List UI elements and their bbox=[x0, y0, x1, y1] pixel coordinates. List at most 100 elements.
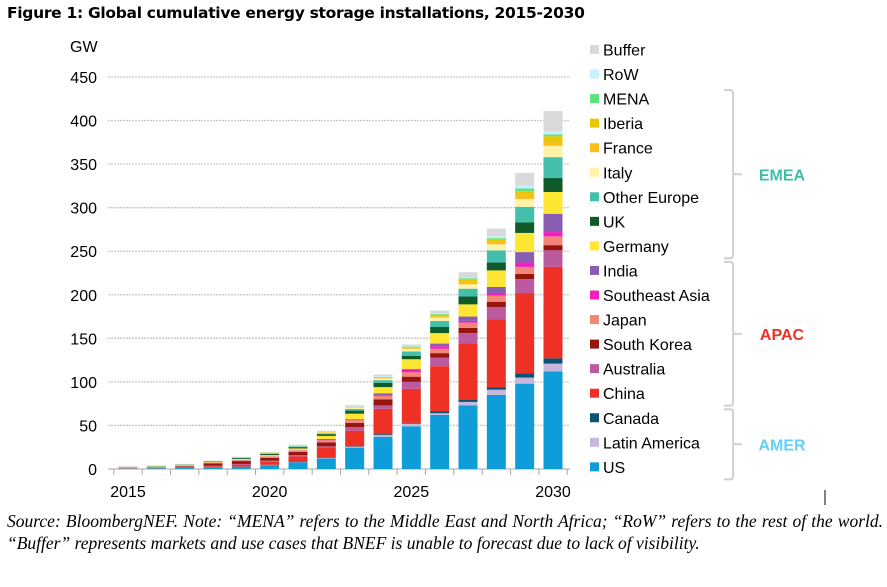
bar-segment-south-korea-2029 bbox=[515, 273, 535, 280]
bar-segment-india-2027 bbox=[458, 316, 478, 321]
y-tick-label: 250 bbox=[70, 244, 97, 261]
y-tick-label: 0 bbox=[88, 462, 97, 479]
legend-group-label: APAC bbox=[760, 327, 805, 344]
bar-segment-iberia-2027 bbox=[458, 279, 478, 282]
bar-segment-china-2023 bbox=[345, 430, 365, 447]
bar-segment-iberia-2029 bbox=[515, 191, 535, 195]
bar-segment-southeast-asia-2029 bbox=[515, 262, 535, 267]
bar-segment-other-europe-2030 bbox=[543, 157, 563, 179]
legend-group-label: AMER bbox=[758, 437, 806, 454]
legend-swatch bbox=[590, 462, 599, 472]
bar-segment-france-2029 bbox=[515, 194, 535, 199]
bar-segment-china-2029 bbox=[515, 293, 535, 374]
bar-segment-buffer-2022 bbox=[316, 430, 336, 432]
bar-segment-italy-2025 bbox=[401, 348, 421, 352]
y-tick-label: 300 bbox=[70, 201, 97, 218]
legend-group-label: EMEA bbox=[759, 167, 806, 184]
bar-segment-us-2019 bbox=[231, 466, 251, 469]
bar-segment-italy-2029 bbox=[515, 198, 535, 207]
bar-segment-latin-america-2026 bbox=[430, 413, 450, 415]
bar-segment-southeast-asia-2025 bbox=[401, 369, 421, 373]
bar-segment-iberia-2026 bbox=[430, 314, 450, 316]
bar-segment-china-2026 bbox=[430, 366, 450, 412]
bar-segment-uk-2026 bbox=[430, 327, 450, 334]
bar-segment-us-2020 bbox=[260, 465, 280, 469]
bar-segment-france-2026 bbox=[430, 315, 450, 318]
source-note: Source: BloombergNEF. Note: “MENA” refer… bbox=[7, 511, 883, 553]
legend-swatch bbox=[590, 388, 599, 398]
bar-segment-australia-2030 bbox=[543, 250, 563, 267]
legend-label: France bbox=[603, 141, 653, 158]
bar-segment-south-korea-2025 bbox=[401, 376, 421, 382]
bar-segment-india-2025 bbox=[401, 368, 421, 370]
bar-segment-japan-2020 bbox=[260, 456, 280, 458]
legend-swatch bbox=[590, 290, 599, 300]
bar-segment-row-2027 bbox=[458, 277, 478, 279]
bar-segment-us-2017 bbox=[175, 468, 195, 469]
bar-segment-latin-america-2027 bbox=[458, 401, 478, 406]
legend-swatch bbox=[590, 437, 599, 447]
legend-label: Italy bbox=[603, 165, 632, 182]
bar-segment-south-korea-2026 bbox=[430, 353, 450, 358]
bar-segment-us-2021 bbox=[288, 462, 308, 469]
bar-segment-germany-2023 bbox=[345, 413, 365, 419]
bar-segment-uk-2023 bbox=[345, 410, 365, 414]
bar-segment-buffer-2015 bbox=[118, 466, 138, 467]
bar-segment-buffer-2024 bbox=[373, 374, 393, 377]
bar-segment-southeast-asia-2024 bbox=[373, 394, 393, 396]
bar-segment-mena-2028 bbox=[486, 238, 506, 240]
bar-segment-france-2025 bbox=[401, 347, 421, 349]
bar-segment-china-2022 bbox=[316, 447, 336, 458]
legend-label: UK bbox=[603, 214, 626, 231]
y-tick-label: 350 bbox=[70, 157, 97, 174]
bar-segment-china-2027 bbox=[458, 343, 478, 400]
bar-segment-uk-2020 bbox=[260, 454, 280, 456]
stacked-bar-chart: 0 50 100 150 200 250 300 350 400 450 GW 2015 2020 202… bbox=[70, 39, 826, 505]
bar-segment-china-2030 bbox=[543, 266, 563, 359]
bar-segment-germany-2028 bbox=[486, 270, 506, 287]
bar-segment-italy-2023 bbox=[345, 407, 365, 409]
bar-segment-australia-2022 bbox=[316, 446, 336, 448]
bar-segment-buffer-2021 bbox=[288, 444, 308, 446]
legend-swatch bbox=[590, 45, 599, 54]
legend-label: RoW bbox=[603, 67, 639, 84]
bar-segment-japan-2023 bbox=[345, 419, 365, 423]
bar-segment-southeast-asia-2026 bbox=[430, 346, 450, 349]
bar-segment-germany-2029 bbox=[515, 232, 535, 253]
bar-segment-germany-2021 bbox=[288, 448, 308, 451]
bar-segment-japan-2024 bbox=[373, 395, 393, 400]
bar-segment-us-2027 bbox=[458, 405, 478, 469]
bar-segment-japan-2018 bbox=[203, 462, 223, 464]
bar-segment-china-2018 bbox=[203, 466, 223, 468]
bar-segment-china-2017 bbox=[175, 467, 195, 468]
bar-segment-italy-2024 bbox=[373, 378, 393, 381]
bar-segment-other-europe-2020 bbox=[260, 453, 280, 455]
bar-segment-italy-2028 bbox=[486, 244, 506, 251]
bar-segment-latin-america-2028 bbox=[486, 389, 506, 395]
bar-segment-germany-2018 bbox=[203, 461, 223, 463]
y-tick-label: 400 bbox=[70, 114, 97, 131]
bar-segment-south-korea-2024 bbox=[373, 399, 393, 406]
legend-label: US bbox=[603, 460, 625, 477]
legend-label: Buffer bbox=[603, 43, 646, 60]
legend-group-bracket bbox=[724, 260, 742, 407]
bar-segment-buffer-2023 bbox=[345, 405, 365, 407]
bar-segment-canada-2025 bbox=[401, 422, 421, 424]
bar-segment-other-europe-2022 bbox=[316, 433, 336, 435]
bar-segment-latin-america-2022 bbox=[316, 458, 336, 459]
legend-swatch bbox=[590, 94, 599, 104]
bar-segment-germany-2024 bbox=[373, 387, 393, 394]
legend-swatch bbox=[590, 413, 599, 423]
bar-segment-south-korea-2020 bbox=[260, 457, 280, 461]
bar-segment-us-2029 bbox=[515, 383, 535, 469]
bar-segment-germany-2022 bbox=[316, 435, 336, 439]
bar-segment-uk-2022 bbox=[316, 434, 336, 436]
legend-label: MENA bbox=[603, 92, 650, 109]
bar-segment-other-europe-2028 bbox=[486, 250, 506, 263]
bar-segment-japan-2021 bbox=[288, 450, 308, 453]
x-tick-label: 2030 bbox=[535, 484, 571, 501]
bar-segment-south-korea-2021 bbox=[288, 452, 308, 456]
bar-segment-canada-2027 bbox=[458, 399, 478, 402]
bar-segment-mena-2026 bbox=[430, 313, 450, 315]
bar-segment-japan-2019 bbox=[231, 460, 251, 462]
